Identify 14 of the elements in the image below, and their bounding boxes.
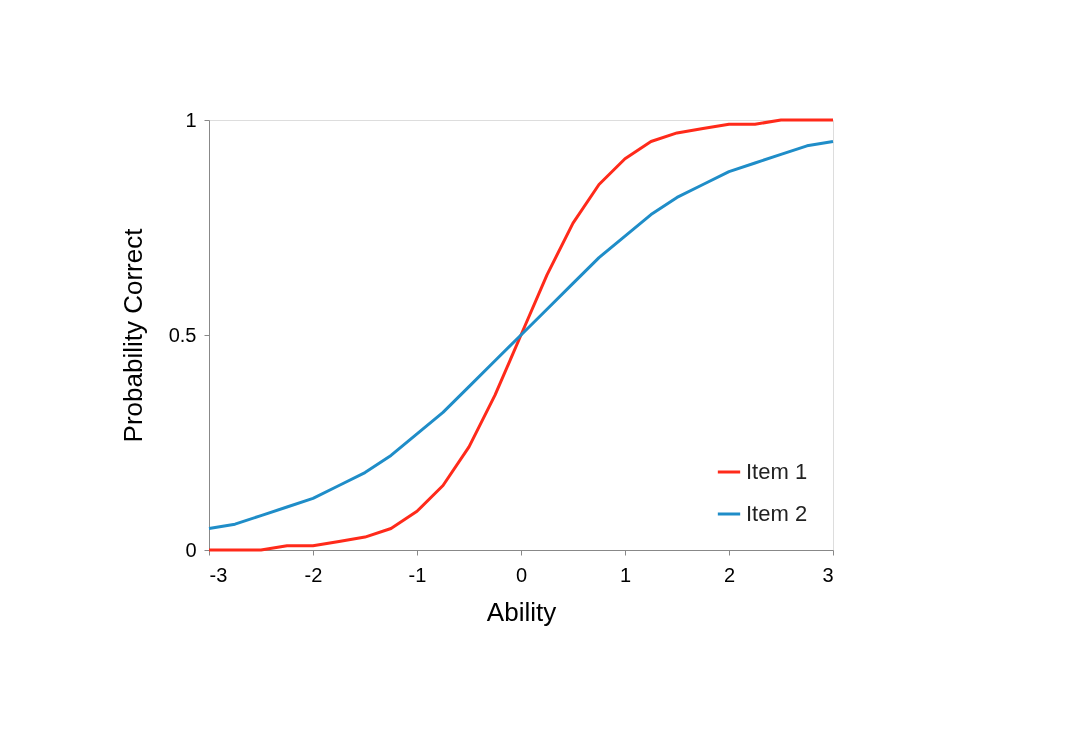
y-axis-title: Probability Correct (117, 227, 148, 443)
x-tick-label: 1 (619, 563, 632, 586)
x-tick-label: 2 (723, 563, 736, 586)
y-tick-label: 0 (185, 538, 197, 561)
legend-label: Item 1 (746, 459, 808, 484)
x-tick-label: -2 (304, 563, 323, 586)
x-tick-label: 3 (822, 563, 834, 586)
x-tick-label: -3 (209, 563, 228, 586)
y-tick-label: 1 (185, 108, 197, 131)
y-tick-label: 0.5 (168, 323, 197, 346)
legend-label: Item 2 (746, 501, 808, 526)
x-tick-label: 0 (515, 563, 528, 586)
x-axis-title: Ability (486, 596, 557, 627)
x-tick-label: -1 (408, 563, 427, 586)
